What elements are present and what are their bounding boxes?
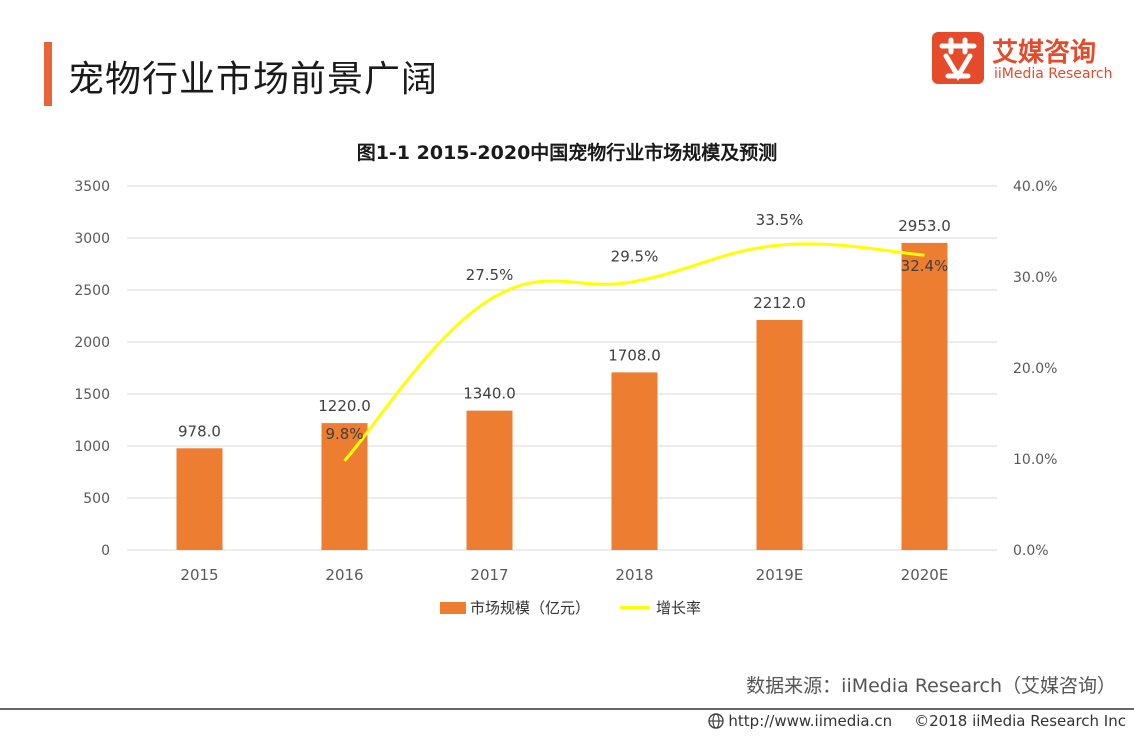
bar-value-label: 2953.0 xyxy=(898,217,951,235)
brand-logo: 艾媒咨询 iiMedia Research xyxy=(932,30,1132,90)
bar-value-label: 978.0 xyxy=(178,422,221,440)
logo-text-cn: 艾媒咨询 xyxy=(992,38,1097,68)
growth-rate-label: 33.5% xyxy=(756,211,804,229)
x-axis-tick-label: 2015 xyxy=(180,566,218,584)
right-axis-tick-label: 20.0% xyxy=(1013,361,1057,377)
legend-line-swatch xyxy=(620,606,651,609)
left-axis-tick-label: 0 xyxy=(101,543,110,559)
chart-title: 图1-1 2015-2020中国宠物行业市场规模及预测 xyxy=(356,142,778,164)
chart-canvas: 0 500 1000 1500 2000 2500 3000 3500 0.0% 10.0% 20.… xyxy=(74,179,1057,584)
growth-rate-label: 27.5% xyxy=(466,266,514,284)
footer: http://www.iimedia.cn ©2018 iiMedia Rese… xyxy=(708,712,1126,730)
bar xyxy=(611,372,658,550)
logo-mark-icon xyxy=(932,32,984,84)
title-accent-bar xyxy=(44,42,52,106)
footer-url[interactable]: http://www.iimedia.cn xyxy=(728,712,893,730)
right-axis-tick-label: 40.0% xyxy=(1013,179,1057,195)
right-axis-tick-label: 10.0% xyxy=(1013,452,1057,468)
globe-icon xyxy=(708,713,725,729)
left-axis-tick-label: 1500 xyxy=(74,387,110,403)
growth-rate-label: 29.5% xyxy=(611,248,659,266)
legend-label-growth-rate: 增长率 xyxy=(656,599,702,617)
bar xyxy=(901,242,948,550)
left-axis-tick-label: 1000 xyxy=(74,439,110,455)
x-axis-tick-label: 2019E xyxy=(756,566,804,584)
left-axis-tick-label: 2500 xyxy=(74,283,110,299)
logo-text-en: iiMedia Research xyxy=(994,66,1113,82)
left-axis-tick-label: 3000 xyxy=(74,231,110,247)
left-axis-tick-label: 3500 xyxy=(74,179,110,195)
x-axis-tick-label: 2016 xyxy=(325,566,363,584)
bar-value-label: 1708.0 xyxy=(608,346,661,364)
growth-rate-label: 32.4% xyxy=(901,257,949,275)
right-axis-tick-label: 0.0% xyxy=(1013,543,1049,559)
bar xyxy=(176,448,223,550)
left-axis-tick-label: 2000 xyxy=(74,335,110,351)
bar-value-label: 1340.0 xyxy=(463,385,516,403)
right-axis-tick-label: 30.0% xyxy=(1013,270,1057,286)
chart-legend: 市场规模（亿元） 增长率 xyxy=(440,597,701,618)
bar-value-label: 1220.0 xyxy=(318,397,371,415)
growth-rate-line xyxy=(343,242,925,462)
bar xyxy=(756,319,803,550)
page-title: 宠物行业市场前景广阔 xyxy=(68,59,439,100)
legend-bar-swatch xyxy=(440,601,466,614)
legend-label-market-size: 市场规模（亿元） xyxy=(470,599,591,617)
data-source: 数据来源：iiMedia Research（艾媒咨询） xyxy=(746,675,1116,697)
footer-divider xyxy=(0,708,1134,710)
footer-copyright: ©2018 iiMedia Research Inc xyxy=(914,712,1126,730)
growth-rate-label: 9.8% xyxy=(325,425,363,443)
x-axis-tick-label: 2017 xyxy=(470,566,508,584)
left-axis-tick-label: 500 xyxy=(83,491,110,507)
x-axis-tick-label: 2020E xyxy=(901,566,949,584)
bar-value-label: 2212.0 xyxy=(753,294,806,312)
bar xyxy=(466,410,513,550)
x-axis-tick-label: 2018 xyxy=(615,566,653,584)
